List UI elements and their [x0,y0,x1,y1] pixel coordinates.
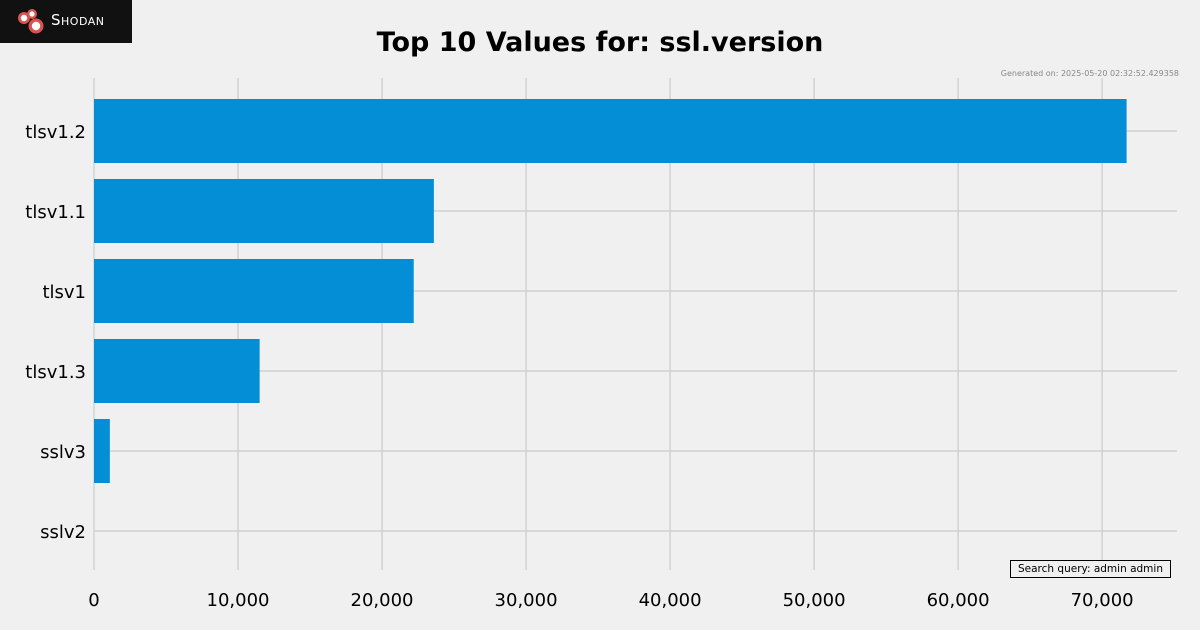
search-query-box: Search query: admin admin [1010,560,1171,578]
y-tick-label: tlsv1 [42,282,86,303]
shodan-logo-text: Shodan [51,11,105,29]
x-tick-label: 70,000 [1071,590,1134,611]
bars [94,99,1127,483]
x-tick-label: 50,000 [783,590,846,611]
y-tick-label: tlsv1.2 [25,122,86,143]
y-tick-label: tlsv1.3 [25,362,86,383]
bar-sslv3 [94,419,110,483]
bar-tlsv1.3 [94,339,260,403]
y-tick-label: sslv3 [40,442,86,463]
tick-labels: 0 10,000 20,000 30,000 40,000 50,000 60,000 70,… [25,122,1133,611]
shodan-logo: Shodan [0,0,132,43]
y-tick-label: tlsv1.1 [25,202,86,223]
generated-timestamp: Generated on: 2025-05-20 02:32:52.429358 [1000,69,1179,78]
chart-title: Top 10 Values for: ssl.version [376,27,824,58]
bar-tlsv1.1 [94,179,434,243]
shodan-logo-icon [18,9,44,34]
x-tick-label: 10,000 [207,590,270,611]
x-tick-label: 0 [88,590,99,611]
y-tick-label: sslv2 [40,522,86,543]
x-tick-label: 20,000 [351,590,414,611]
x-tick-label: 30,000 [495,590,558,611]
x-tick-label: 40,000 [639,590,702,611]
bar-tlsv1 [94,259,414,323]
x-tick-label: 60,000 [927,590,990,611]
bar-tlsv1.2 [94,99,1127,163]
